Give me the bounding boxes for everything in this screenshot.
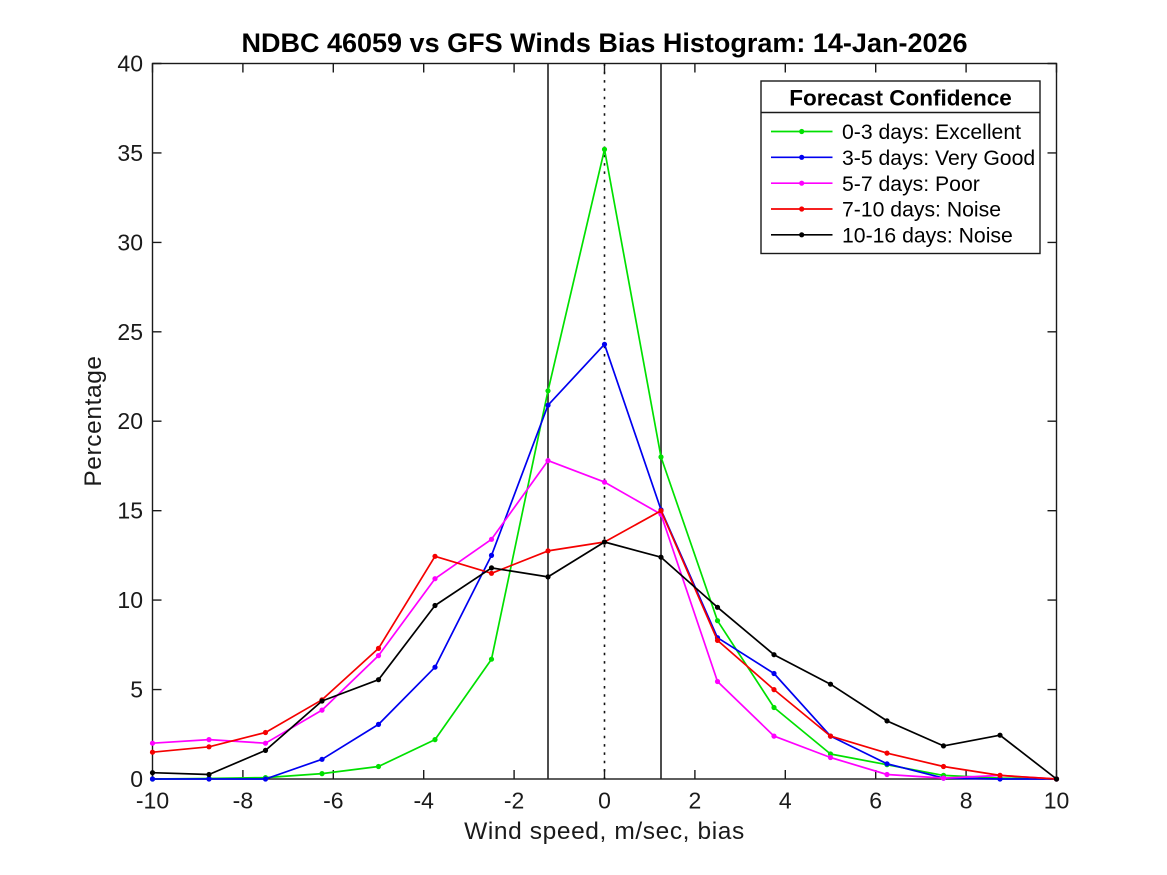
svg-text:0: 0 bbox=[130, 766, 143, 792]
svg-text:10: 10 bbox=[117, 587, 143, 613]
svg-text:8: 8 bbox=[960, 788, 973, 814]
svg-text:-2: -2 bbox=[504, 788, 524, 814]
svg-text:7-10 days: Noise: 7-10 days: Noise bbox=[842, 199, 1001, 222]
svg-text:-8: -8 bbox=[233, 788, 253, 814]
svg-text:15: 15 bbox=[117, 498, 143, 524]
svg-text:-6: -6 bbox=[323, 788, 343, 814]
svg-text:25: 25 bbox=[117, 319, 143, 345]
svg-text:4: 4 bbox=[779, 788, 792, 814]
svg-text:0: 0 bbox=[598, 788, 611, 814]
svg-text:40: 40 bbox=[117, 51, 143, 77]
svg-text:5: 5 bbox=[130, 677, 143, 703]
svg-text:6: 6 bbox=[869, 788, 882, 814]
svg-text:20: 20 bbox=[117, 408, 143, 434]
svg-text:-4: -4 bbox=[413, 788, 434, 814]
svg-text:30: 30 bbox=[117, 229, 143, 255]
svg-text:3-5 days: Very Good: 3-5 days: Very Good bbox=[842, 147, 1035, 170]
svg-text:10: 10 bbox=[1044, 788, 1070, 814]
svg-text:-10: -10 bbox=[136, 788, 169, 814]
svg-text:Percentage: Percentage bbox=[80, 355, 107, 486]
svg-text:35: 35 bbox=[117, 140, 143, 166]
svg-text:2: 2 bbox=[689, 788, 702, 814]
svg-text:Forecast Confidence: Forecast Confidence bbox=[789, 86, 1012, 111]
svg-text:Wind speed, m/sec, bias: Wind speed, m/sec, bias bbox=[464, 818, 745, 845]
svg-text:10-16 days: Noise: 10-16 days: Noise bbox=[842, 224, 1013, 247]
svg-text:5-7 days: Poor: 5-7 days: Poor bbox=[842, 173, 980, 196]
svg-text:NDBC 46059 vs GFS Winds Bias H: NDBC 46059 vs GFS Winds Bias Histogram: … bbox=[241, 28, 967, 58]
svg-text:0-3 days: Excellent: 0-3 days: Excellent bbox=[842, 121, 1021, 144]
